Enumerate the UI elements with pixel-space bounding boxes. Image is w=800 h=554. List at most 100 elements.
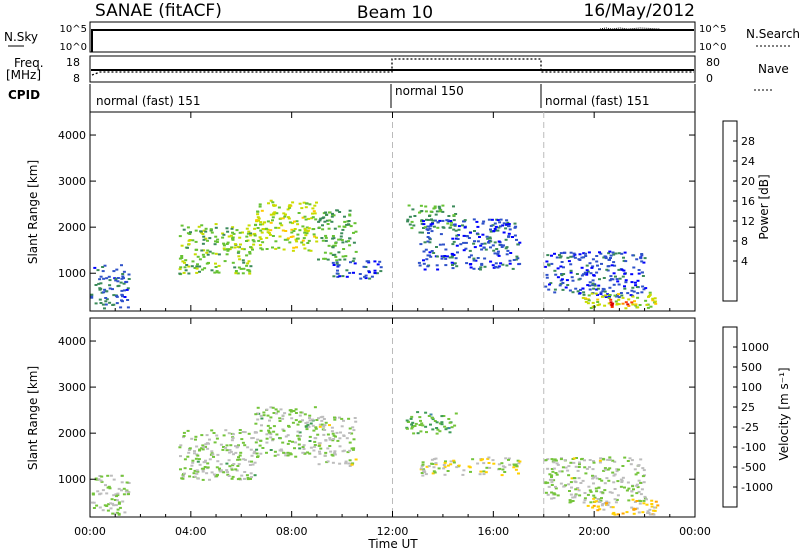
data-cell: [367, 271, 371, 274]
data-cell: [635, 507, 639, 510]
data-cell: [183, 261, 186, 264]
data-cell: [607, 501, 611, 504]
data-cell: [496, 252, 500, 255]
data-cell: [313, 445, 317, 448]
data-cell: [595, 271, 599, 274]
data-cell: [298, 229, 302, 232]
y-tick-label: 1000: [58, 267, 86, 280]
data-cell: [453, 224, 457, 227]
data-cell: [427, 465, 431, 468]
data-cell: [353, 222, 357, 225]
data-cell: [188, 447, 192, 450]
data-cell: [291, 421, 295, 424]
data-cell: [497, 226, 501, 229]
data-cell: [201, 448, 205, 451]
data-cell: [648, 293, 652, 296]
data-cell: [443, 461, 447, 464]
data-cell: [268, 419, 271, 422]
data-cell: [600, 497, 603, 500]
data-cell: [274, 408, 278, 411]
data-cell: [271, 235, 275, 237]
data-cell: [492, 249, 496, 252]
data-cell: [276, 453, 280, 456]
data-cell: [304, 218, 308, 221]
data-cell: [332, 434, 336, 437]
data-cell: [545, 260, 549, 263]
data-cell: [583, 497, 587, 500]
data-cell: [567, 483, 571, 486]
data-cell: [277, 206, 281, 209]
data-cell: [614, 275, 617, 278]
data-cell: [354, 420, 358, 423]
data-cell: [243, 444, 247, 447]
data-cell: [431, 222, 435, 225]
data-cell: [582, 293, 586, 296]
data-cell: [615, 468, 619, 471]
data-cell: [545, 273, 549, 276]
data-cell: [295, 246, 298, 249]
data-cell: [231, 475, 235, 478]
data-cell: [100, 480, 104, 483]
data-cell: [508, 262, 512, 265]
data-cell: [305, 226, 309, 229]
data-cell: [507, 457, 511, 460]
colorbar-tick-label: 20: [741, 175, 755, 188]
data-cell: [443, 425, 447, 428]
data-cell: [441, 219, 445, 222]
data-cell: [233, 266, 237, 269]
data-cell: [330, 215, 334, 218]
data-cell: [229, 444, 233, 447]
data-cell: [578, 463, 581, 466]
data-cell: [581, 479, 585, 482]
data-cell: [201, 470, 205, 473]
data-cell: [185, 264, 189, 266]
data-cell: [286, 442, 290, 445]
data-cell: [583, 466, 587, 469]
data-cell: [636, 486, 640, 489]
data-cell: [352, 241, 356, 244]
data-cell: [407, 204, 411, 207]
data-cell: [580, 266, 584, 269]
data-cell: [583, 499, 587, 502]
data-cell: [364, 277, 368, 280]
data-cell: [642, 502, 646, 505]
data-cell: [593, 500, 597, 503]
data-cell: [632, 507, 636, 510]
data-cell: [582, 273, 586, 276]
data-cell: [296, 434, 300, 437]
data-cell: [429, 255, 433, 258]
data-cell: [180, 224, 184, 227]
data-cell: [575, 457, 578, 459]
data-cell: [343, 258, 347, 261]
data-cell: [482, 473, 486, 476]
data-cell: [340, 425, 344, 428]
data-cell: [433, 420, 437, 422]
data-cell: [257, 217, 261, 220]
data-cell: [221, 448, 225, 451]
data-cell: [602, 277, 606, 279]
colorbar-tick-label: 500: [741, 361, 762, 374]
data-cell: [191, 239, 195, 242]
data-cell: [230, 477, 234, 480]
data-cell: [212, 455, 215, 458]
data-cell: [472, 218, 476, 221]
x-tick-label: 08:00: [276, 525, 308, 538]
data-cell: [632, 512, 636, 515]
data-cell: [432, 225, 436, 228]
data-cell: [303, 247, 307, 250]
data-cell: [96, 490, 100, 493]
data-cell: [120, 489, 123, 492]
data-cell: [119, 281, 123, 284]
data-cell: [590, 292, 594, 295]
data-cell: [574, 488, 578, 491]
data-cell: [410, 227, 414, 230]
data-cell: [319, 447, 323, 450]
data-cell: [203, 267, 207, 270]
data-cell: [496, 219, 500, 222]
data-cell: [494, 265, 498, 268]
data-cell: [254, 413, 258, 416]
data-cell: [235, 446, 239, 449]
data-cell: [634, 303, 638, 306]
data-cell: [284, 230, 288, 232]
data-cell: [422, 223, 426, 226]
